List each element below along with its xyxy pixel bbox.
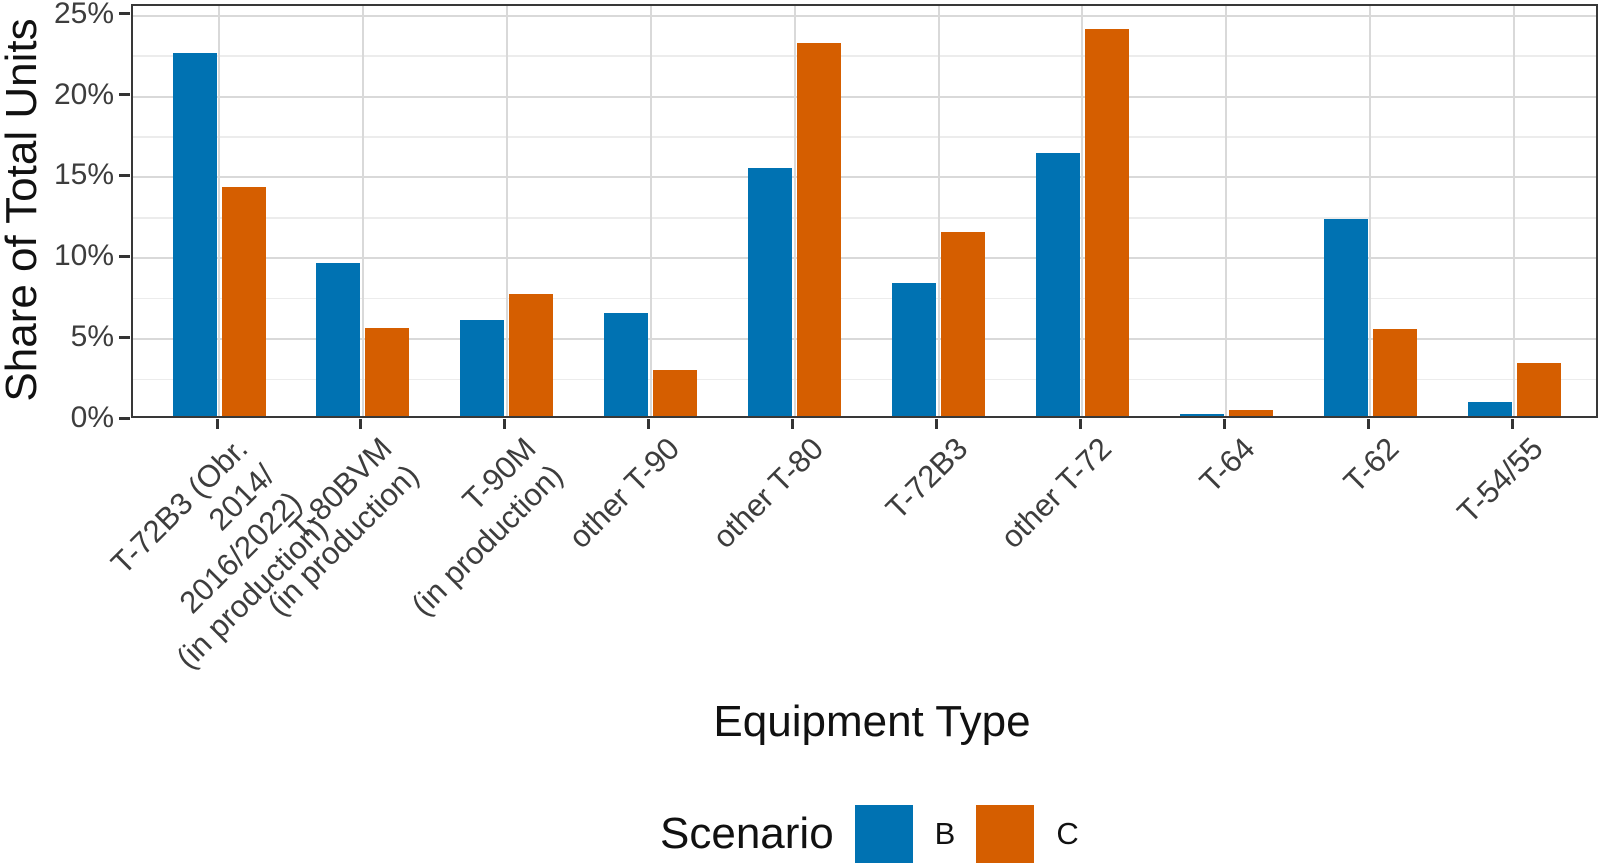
bar-C-1 (365, 327, 410, 416)
gridline-major-v (1513, 6, 1516, 416)
x-tick-mark (215, 419, 219, 429)
y-tick-label: 10% (53, 239, 114, 273)
x-tick-mark (935, 419, 938, 429)
gridline-major-v (793, 6, 796, 416)
x-tick-mark (1510, 419, 1514, 429)
x-tick-label: T-90M (in production) (404, 430, 570, 623)
legend-item-B: B (854, 805, 956, 863)
gridline-minor-h (133, 378, 1596, 381)
x-tick-mark (1366, 419, 1370, 429)
y-tick-mark (119, 173, 130, 177)
bar-B-1 (316, 263, 361, 416)
x-tick-mark (647, 419, 651, 429)
bar-C-2 (509, 293, 554, 416)
x-tick-mark (503, 419, 507, 429)
y-tick-label: 15% (53, 158, 114, 192)
y-tick-mark (119, 12, 130, 16)
bar-C-4 (797, 43, 842, 416)
bar-B-4 (748, 167, 793, 416)
gridline-major-v (1369, 6, 1372, 416)
gridline-major-h (133, 257, 1596, 260)
gridline-minor-h (133, 136, 1596, 138)
x-tick-mark (359, 419, 363, 429)
bar-C-0 (221, 187, 266, 416)
legend-label-B: B (934, 816, 956, 851)
gridline-major-v (505, 6, 508, 416)
x-tick-label: other T-80 (705, 430, 831, 555)
bar-C-7 (1228, 410, 1273, 416)
gridline-minor-h (133, 298, 1596, 300)
gridline-major-h (133, 338, 1596, 341)
bar-C-9 (1516, 363, 1561, 416)
y-tick-mark (119, 93, 130, 97)
gridline-major-v (1081, 6, 1084, 416)
gridline-major-v (361, 6, 364, 416)
legend-swatch-B (854, 805, 913, 863)
bar-B-0 (172, 52, 217, 416)
y-tick-label: 20% (53, 77, 114, 111)
gridline-major-h (133, 14, 1596, 17)
y-tick-label: 25% (53, 0, 114, 30)
bar-B-6 (1035, 153, 1080, 416)
gridline-major-h (133, 176, 1596, 179)
x-tick-label: T-54/55 (1450, 430, 1550, 530)
plot-panel (131, 4, 1598, 418)
gridline-minor-h (133, 217, 1596, 219)
bar-B-7 (1179, 413, 1224, 416)
y-tick-mark (119, 254, 130, 258)
x-tick-label: T-72B3 (878, 430, 974, 527)
y-tick-label: 0% (70, 401, 114, 434)
bar-C-6 (1084, 28, 1129, 416)
bar-C-5 (941, 232, 985, 416)
legend-item-C: C (976, 805, 1079, 863)
x-tick-mark (1078, 419, 1082, 429)
x-tick-label: other T-90 (561, 430, 687, 555)
x-axis-title: Equipment Type (713, 697, 1031, 746)
bar-C-8 (1372, 329, 1417, 416)
x-tick-label: other T-72 (993, 430, 1118, 555)
bar-B-9 (1467, 402, 1512, 416)
gridline-major-v (937, 6, 940, 416)
bar-B-2 (460, 319, 505, 416)
gridline-minor-h (133, 55, 1596, 57)
x-tick-label: T-62 (1337, 430, 1406, 500)
bar-B-5 (892, 282, 936, 416)
gridline-major-h (133, 95, 1596, 98)
bar-C-3 (653, 369, 698, 416)
y-tick-mark (119, 416, 130, 420)
y-tick-mark (119, 335, 130, 339)
x-tick-mark (791, 419, 795, 429)
legend: Scenario B C (660, 805, 1079, 863)
bar-B-3 (604, 313, 649, 416)
x-tick-mark (1222, 419, 1226, 429)
legend-title: Scenario (660, 809, 834, 858)
y-tick-label: 5% (70, 320, 114, 354)
legend-swatch-C (976, 805, 1035, 863)
bar-B-8 (1323, 219, 1368, 416)
gridline-major-v (1225, 6, 1228, 416)
gridline-major-v (218, 6, 220, 416)
legend-label-C: C (1056, 816, 1079, 851)
x-tick-label: T-64 (1193, 430, 1262, 500)
gridline-major-v (649, 6, 652, 416)
